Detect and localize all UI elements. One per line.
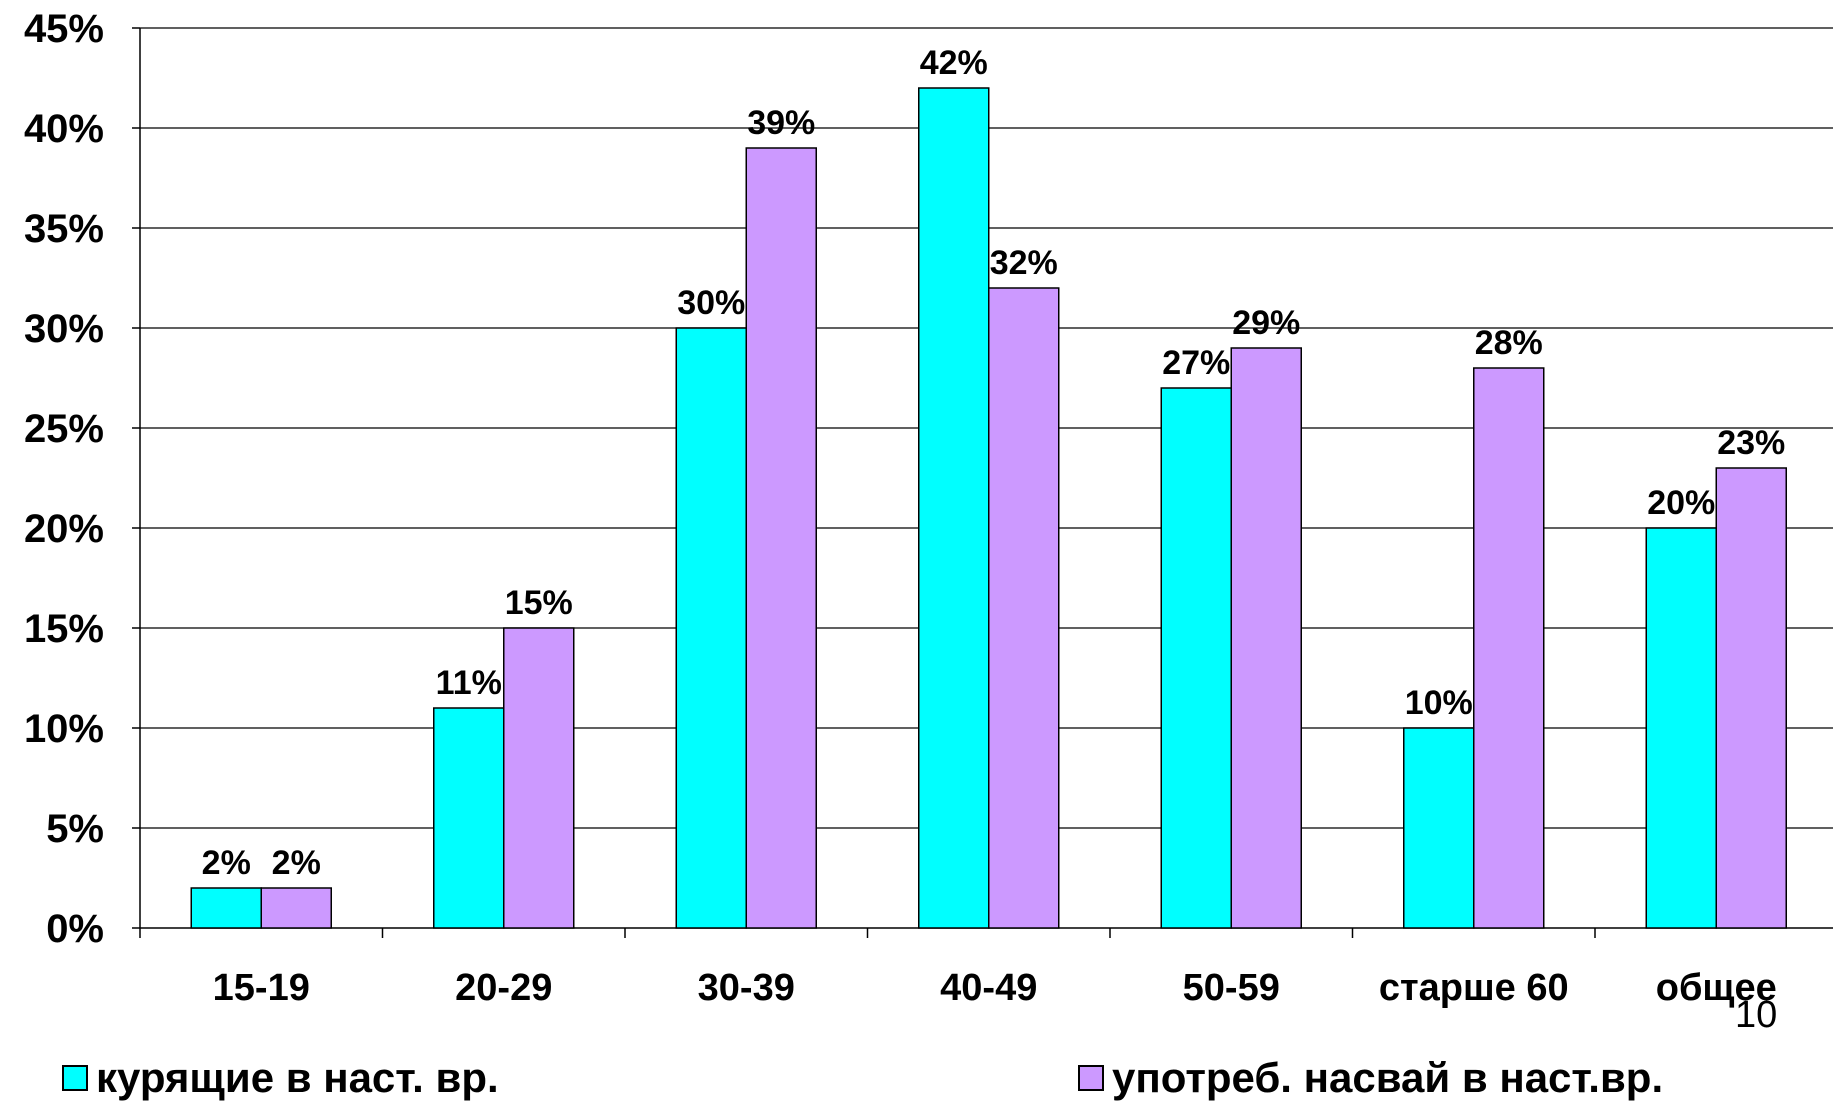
y-tick-label: 25% [24, 407, 104, 451]
bar-nasvay [260, 887, 332, 929]
bar-smokers [675, 327, 747, 929]
x-tick-label: 50-59 [1183, 967, 1280, 1009]
data-label: 15% [505, 584, 573, 622]
data-label: 20% [1647, 484, 1715, 522]
x-tick-label: 30-39 [698, 967, 795, 1009]
y-tick-label: 30% [24, 307, 104, 351]
bar-smokers [190, 887, 262, 929]
data-label: 23% [1717, 424, 1785, 462]
data-label: 2% [202, 844, 251, 882]
legend-label-nasvay: употреб. насвай в наст.вр. [1112, 1054, 1664, 1101]
y-tick-label: 15% [24, 607, 104, 651]
bar-nasvay [503, 627, 575, 929]
bar-smokers [1160, 387, 1232, 929]
bar-smokers [433, 707, 505, 929]
data-label: 42% [920, 44, 988, 82]
x-tick-label: 40-49 [940, 967, 1037, 1009]
bar-nasvay [1473, 367, 1545, 929]
data-label: 10% [1405, 684, 1473, 722]
page-number: 10 [1735, 994, 1778, 1036]
data-label: 29% [1232, 304, 1300, 342]
data-label: 30% [677, 284, 745, 322]
bar-nasvay [1230, 347, 1302, 929]
bar-smokers [1645, 527, 1717, 929]
legend-swatch-nasvay [1078, 1065, 1104, 1091]
x-tick-label: старше 60 [1379, 967, 1569, 1009]
data-label: 28% [1475, 324, 1543, 362]
x-tick-label: общее [1656, 967, 1777, 1009]
y-tick-label: 35% [24, 207, 104, 251]
y-tick-label: 10% [24, 707, 104, 751]
y-tick-label: 45% [24, 7, 104, 51]
y-tick-label: 40% [24, 107, 104, 151]
data-label: 11% [436, 664, 502, 702]
y-tick-label: 5% [46, 807, 104, 851]
x-tick-label: 15-19 [213, 967, 310, 1009]
bar-nasvay [988, 287, 1060, 929]
bar-nasvay [1715, 467, 1787, 929]
y-tick-label: 0% [46, 907, 104, 951]
bar-smokers [918, 87, 990, 929]
legend-label-smokers: курящие в наст. вр. [96, 1054, 499, 1101]
data-label: 39% [747, 104, 815, 142]
legend-item-nasvay: употреб. насвай в наст.вр. [1078, 1054, 1663, 1102]
data-label: 2% [272, 844, 321, 882]
bar-nasvay [745, 147, 817, 929]
legend-item-smokers: курящие в наст. вр. [62, 1054, 499, 1102]
data-label: 32% [990, 244, 1058, 282]
y-tick-label: 20% [24, 507, 104, 551]
legend-swatch-smokers [62, 1065, 88, 1091]
x-tick-label: 20-29 [455, 967, 552, 1009]
bar-smokers [1403, 727, 1475, 929]
data-label: 27% [1162, 344, 1230, 382]
